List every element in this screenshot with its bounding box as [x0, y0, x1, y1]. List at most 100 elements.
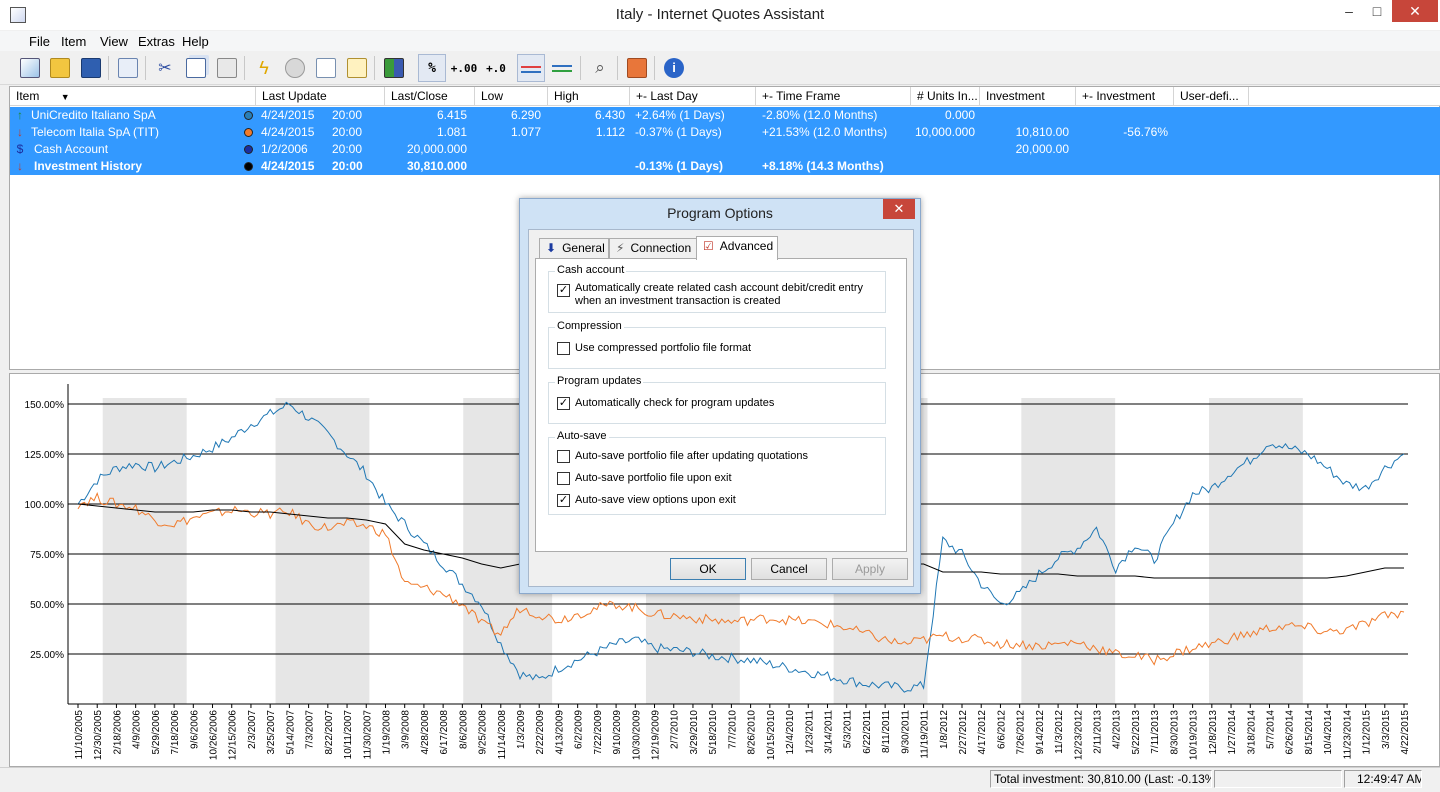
row-time: 20:00	[332, 159, 363, 173]
checkbox[interactable]	[557, 472, 570, 485]
menu-file[interactable]: File	[29, 34, 50, 49]
table-row[interactable]: ↑ UniCredito Italiano SpA 4/24/2015 20:00 6.…	[10, 107, 1440, 124]
ok-button[interactable]: OK	[670, 558, 746, 580]
checkbox-label-line: Use compressed portfolio file format	[575, 342, 752, 354]
info-button[interactable]: i	[660, 54, 688, 82]
series-line	[77, 401, 1405, 693]
checkbox[interactable]: ✓	[557, 494, 570, 507]
x-tick-label: 11/14/2008	[497, 710, 508, 760]
table-row[interactable]: $ Cash Account 1/2/2006 20:00 20,000.000 20,0…	[10, 141, 1440, 158]
col-time-frame[interactable]: +- Time Frame	[756, 87, 911, 106]
new-chart-button[interactable]	[16, 54, 44, 82]
update-quotes-button[interactable]: ϟ	[250, 54, 278, 82]
lightning-icon: ϟ	[259, 57, 269, 78]
status-time: 12:49:47 AM	[1344, 770, 1422, 788]
decrease-decimals-button[interactable]: +.0	[482, 54, 510, 82]
menu-item[interactable]: Item	[61, 34, 87, 49]
trend-down-icon: ↓	[17, 125, 23, 139]
table-row[interactable]: ↓ Investment History 4/24/2015 20:00 30,810.…	[10, 158, 1440, 175]
line-chart-button[interactable]	[517, 54, 545, 82]
col-item[interactable]: Item ▼	[10, 87, 256, 106]
col-last-day[interactable]: +- Last Day	[630, 87, 756, 106]
open-button[interactable]	[46, 54, 74, 82]
table-row[interactable]: ↓ Telecom Italia SpA (TIT) 4/24/2015 20:00 1…	[10, 124, 1440, 141]
app-chart-icon[interactable]	[10, 7, 26, 23]
dialog-close-button[interactable]: ✕	[883, 199, 915, 219]
checkbox-label[interactable]: Automatically check for program updates	[575, 397, 774, 410]
checkbox-label-line: when an investment transaction is create…	[575, 295, 781, 307]
checkbox[interactable]: ✓	[557, 284, 570, 297]
checkbox-label[interactable]: Auto-save view options upon exit	[575, 494, 736, 507]
sort-down-icon: ▼	[60, 92, 70, 102]
col-investment-change[interactable]: +- Investment	[1076, 87, 1174, 106]
x-tick-label: 11/30/2007	[362, 710, 373, 760]
checkbox[interactable]	[557, 450, 570, 463]
checkbox-label-line: Automatically create related cash accoun…	[575, 282, 863, 294]
col-last-update[interactable]: Last Update	[256, 87, 385, 106]
group-program-updates: Program updates ✓ Automatically check for …	[548, 375, 886, 424]
col-user-defined[interactable]: User-defi...	[1174, 87, 1249, 106]
x-tick-label: 5/7/2014	[1265, 710, 1276, 749]
close-button[interactable]: ✕	[1392, 0, 1438, 22]
new-window-icon	[118, 58, 138, 78]
col-low[interactable]: Low	[475, 87, 548, 106]
apply-button[interactable]: Apply	[832, 558, 908, 580]
cut-button[interactable]: ✂	[151, 54, 179, 82]
col-last-close[interactable]: Last/Close	[385, 87, 475, 106]
checkbox-label-line: Auto-save view options upon exit	[575, 494, 736, 506]
tab-general[interactable]: ⬇ General	[539, 238, 609, 259]
series-color-dot	[244, 145, 253, 154]
row-item-name: UniCredito Italiano SpA	[31, 108, 156, 122]
export-button[interactable]	[343, 54, 371, 82]
x-tick-label: 2/18/2006	[112, 710, 123, 755]
row-date: 1/2/2006	[261, 142, 308, 156]
search-button[interactable]: ⌕	[586, 54, 614, 82]
x-tick-label: 8/11/2011	[881, 710, 892, 753]
paste-button[interactable]	[213, 54, 241, 82]
minimize-button[interactable]: –	[1345, 3, 1353, 19]
year-band	[1021, 398, 1116, 704]
copy-button[interactable]	[182, 54, 210, 82]
tab-advanced[interactable]: ☑ Advanced	[696, 236, 778, 260]
row-high: 6.430	[594, 108, 625, 122]
x-tick-label: 6/2/2009	[574, 710, 585, 749]
toolbar-separator	[374, 56, 375, 80]
edit-button[interactable]	[312, 54, 340, 82]
save-button[interactable]	[77, 54, 105, 82]
x-tick-label: 9/6/2006	[189, 710, 200, 749]
toolbar-separator	[145, 56, 146, 80]
calculator-button[interactable]	[623, 54, 651, 82]
menu-view[interactable]: View	[100, 34, 128, 49]
x-tick-label: 4/13/2009	[554, 710, 565, 755]
col-investment[interactable]: Investment	[980, 87, 1076, 106]
row-date: 4/24/2015	[261, 125, 315, 139]
window-title: Italy - Internet Quotes Assistant	[615, 6, 825, 23]
range-chart-button[interactable]	[548, 54, 576, 82]
maximize-button[interactable]: □	[1372, 3, 1382, 19]
col-units[interactable]: # Units In...	[911, 87, 980, 106]
increase-decimals-button[interactable]: +.00	[450, 54, 478, 82]
new-item-button[interactable]	[114, 54, 142, 82]
x-tick-label: 4/17/2012	[977, 710, 988, 755]
checkbox-label[interactable]: Use compressed portfolio file format	[575, 342, 751, 355]
toolbar-separator	[617, 56, 618, 80]
magnifier-icon: ⌕	[595, 58, 605, 77]
sort-button[interactable]	[380, 54, 408, 82]
decrease-decimals-icon: +.0	[486, 61, 506, 75]
folder-open-icon	[50, 58, 70, 78]
cancel-button[interactable]: Cancel	[751, 558, 827, 580]
checkbox-label[interactable]: Auto-save portfolio file after updating …	[575, 450, 808, 463]
checkbox-label[interactable]: Automatically create related cash accoun…	[575, 282, 863, 308]
checkbox-label[interactable]: Auto-save portfolio file upon exit	[575, 472, 732, 485]
tab-connection[interactable]: ⚡ Connection	[609, 238, 697, 259]
percent-view-button[interactable]: %	[418, 54, 446, 82]
menu-help[interactable]: Help	[182, 34, 209, 49]
checkbox[interactable]	[557, 342, 570, 355]
x-tick-label: 1/19/2008	[381, 710, 392, 755]
col-high[interactable]: High	[548, 87, 630, 106]
x-tick-label: 10/15/2010	[766, 710, 777, 760]
menu-extras[interactable]: Extras	[138, 34, 175, 49]
checkbox[interactable]: ✓	[557, 397, 570, 410]
stop-button[interactable]	[281, 54, 309, 82]
x-tick-label: 9/25/2008	[478, 710, 489, 755]
